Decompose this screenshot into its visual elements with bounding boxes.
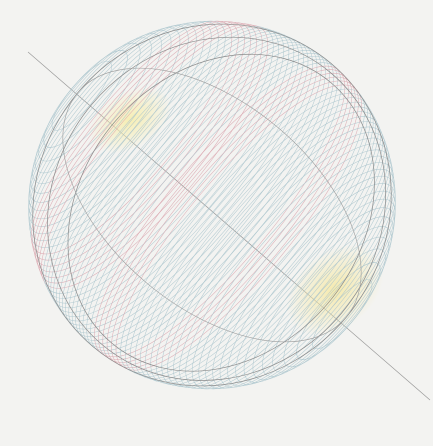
meridian — [67, 53, 375, 372]
highlight — [286, 244, 384, 336]
